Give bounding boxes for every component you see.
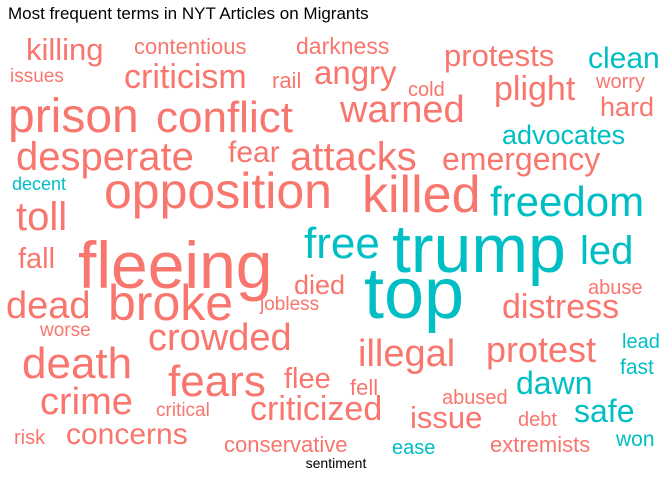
word-debt: debt [518,409,557,431]
word-crowded: crowded [148,317,292,359]
word-dead: dead [6,285,91,327]
word-darkness: darkness [296,33,389,59]
word-decent: decent [12,174,66,194]
word-rail: rail [272,68,301,93]
word-extremists: extremists [490,432,590,457]
word-contentious: contentious [134,34,247,59]
word-died: died [294,270,345,300]
word-freedom: freedom [490,178,644,225]
word-death: death [22,339,132,388]
word-toll: toll [16,195,67,239]
word-trump: trump [392,211,566,287]
word-killing: killing [26,32,104,67]
word-abused: abused [442,387,508,409]
word-dawn: dawn [516,365,593,401]
word-emergency: emergency [442,141,600,177]
word-fast: fast [620,356,654,379]
word-hard: hard [600,92,654,122]
word-worse: worse [39,320,91,341]
word-lead: lead [622,331,660,353]
word-angry: angry [314,54,397,91]
word-distress: distress [502,288,619,326]
word-criticized: criticized [250,390,382,428]
word-top: top [364,254,464,334]
word-conservative: conservative [224,432,348,457]
word-ease: ease [392,437,435,459]
word-illegal: illegal [358,333,455,375]
word-jobless: jobless [259,294,319,315]
word-crime: crime [40,381,133,423]
word-free: free [304,219,380,268]
word-protests: protests [444,38,554,73]
word-led: led [580,229,633,273]
word-fall: fall [18,243,55,275]
word-flee: flee [284,363,331,395]
word-safe: safe [574,393,634,429]
word-plight: plight [494,70,576,108]
word-abuse: abuse [588,277,643,299]
chart-title: Most frequent terms in NYT Articles on M… [8,4,369,23]
word-cold: cold [408,79,445,101]
word-concerns: concerns [66,418,188,451]
word-conflict: conflict [156,93,293,142]
word-advocates: advocates [502,120,625,150]
word-clean: clean [588,42,660,75]
word-warned: warned [339,89,465,131]
word-critical: critical [156,400,210,421]
word-issues: issues [10,66,64,87]
word-broke: broke [108,275,233,331]
word-criticism: criticism [124,58,247,96]
word-fears: fears [168,357,266,406]
word-won: won [615,428,655,451]
word-protest: protest [486,329,596,370]
word-opposition: opposition [104,163,332,219]
word-worry: worry [595,71,645,93]
word-risk: risk [14,427,46,449]
word-killed: killed [362,166,481,224]
word-attacks: attacks [290,135,417,179]
x-axis-label: sentiment [305,455,367,471]
word-desperate: desperate [16,135,194,179]
word-fell: fell [350,375,378,400]
word-fleeing: fleeing [78,228,273,302]
word-fear: fear [228,136,280,169]
word-prison: prison [8,90,139,143]
word-issue: issue [410,400,482,435]
